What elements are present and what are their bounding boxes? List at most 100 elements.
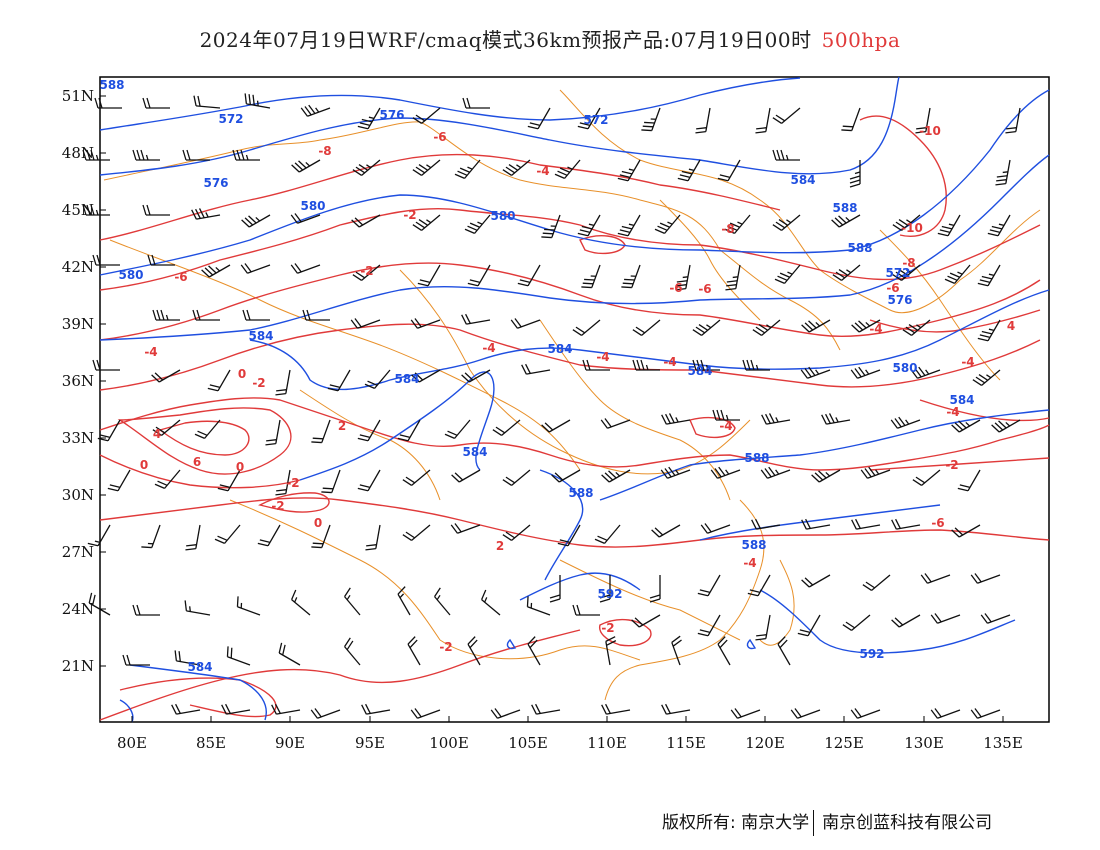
wind-barb xyxy=(236,596,261,616)
wind-barb xyxy=(278,642,301,666)
wind-barb xyxy=(357,469,381,492)
height-contour-label: 588 xyxy=(741,538,766,552)
latitude-axis: 51N 48N 45N 42N 39N 36N 33N 30N 27N 24N 21N xyxy=(62,87,106,675)
wind-barb xyxy=(461,313,491,325)
temperature-contour-label: -8 xyxy=(902,256,915,270)
wind-barb xyxy=(724,214,751,234)
temperature-contour xyxy=(119,677,277,718)
wind-barb xyxy=(226,646,251,666)
wind-barb xyxy=(97,419,121,442)
wind-barb xyxy=(402,469,431,486)
wind-barb xyxy=(671,635,682,666)
temperature-contour-label: 2 xyxy=(338,419,346,433)
wind-barb xyxy=(632,319,661,336)
temperature-contour xyxy=(99,397,1050,471)
height-contour-label: 576 xyxy=(887,293,912,307)
wind-barb xyxy=(365,524,381,551)
temperature-contour-label: -2 xyxy=(601,621,614,635)
wind-barb xyxy=(174,650,201,666)
wind-barb xyxy=(777,636,791,666)
wind-barb xyxy=(717,636,731,666)
wind-barb xyxy=(772,214,801,231)
wind-barb xyxy=(660,466,691,479)
wind-barb xyxy=(977,264,1001,287)
height-contour xyxy=(119,699,134,723)
wind-barb xyxy=(654,214,681,234)
footer-left: 版权所有: 南京大学 xyxy=(662,813,810,833)
wind-barb xyxy=(712,409,740,421)
wind-barb xyxy=(572,604,600,616)
temperature-contour-label: -4 xyxy=(946,405,959,419)
wind-barb xyxy=(849,160,861,188)
wind-barb xyxy=(242,309,270,321)
height-contour-label: 584 xyxy=(394,372,419,386)
temperature-contour-label: -2 xyxy=(252,376,265,390)
wind-barb xyxy=(410,708,441,719)
boundary-line xyxy=(759,559,795,646)
temperature-contour xyxy=(99,153,781,241)
longitude-tick-label: 125E xyxy=(824,734,864,752)
height-contour-label: 588 xyxy=(847,241,872,255)
height-contour xyxy=(506,638,517,650)
map-title: 2024年07月19日WRF/cmaq模式36km预报产品:07月19日00时 5… xyxy=(0,24,1100,53)
wind-barb xyxy=(541,214,561,239)
wind-barb xyxy=(517,264,541,287)
wind-barb xyxy=(710,466,741,479)
wind-barb xyxy=(725,264,741,291)
temperature-contour-label: -4 xyxy=(869,322,882,336)
temperature-contour xyxy=(859,115,947,237)
height-contour-label: 588 xyxy=(568,486,593,500)
wind-barb xyxy=(801,574,831,588)
wind-barb xyxy=(364,369,391,389)
wind-barb xyxy=(321,469,341,494)
wind-barb xyxy=(742,359,770,371)
wind-barb xyxy=(641,107,661,132)
temperature-contour-label: 4 xyxy=(1007,319,1015,333)
wind-barb xyxy=(221,703,251,715)
wind-barb xyxy=(275,469,291,496)
temperature-contour xyxy=(869,457,1050,471)
wind-barb xyxy=(201,264,231,278)
wind-barb xyxy=(410,318,441,329)
footer-separator xyxy=(813,810,815,836)
height-contour xyxy=(129,664,267,721)
height-contour-label: 584 xyxy=(248,329,273,343)
temperature-contour-label: 0 xyxy=(140,458,148,472)
height-contour-label: 584 xyxy=(187,660,212,674)
temperature-contour-label: -2 xyxy=(945,458,958,472)
temperature-contour-label: -6 xyxy=(886,281,899,295)
height-contours-layer xyxy=(99,76,1050,723)
wind-barb xyxy=(851,319,881,333)
wind-barb xyxy=(526,596,551,616)
wind-barb xyxy=(490,708,521,719)
wind-barb xyxy=(832,264,861,281)
wind-barb xyxy=(951,419,981,433)
wind-barb xyxy=(811,469,841,483)
boundary-line xyxy=(103,121,841,351)
latitude-tick-label: 51N xyxy=(62,87,94,105)
wind-barb xyxy=(902,319,931,336)
wind-barb xyxy=(510,318,541,329)
wind-barb xyxy=(217,469,241,492)
temperature-contour-label: -4 xyxy=(719,419,732,433)
latitude-tick-label: 33N xyxy=(62,429,94,447)
height-contour-label: 572 xyxy=(218,112,243,126)
temperature-contour-label: 0 xyxy=(236,460,244,474)
height-contour xyxy=(519,572,641,601)
wind-barb xyxy=(549,575,561,603)
wind-barb xyxy=(862,574,891,591)
wind-barb xyxy=(600,418,631,429)
height-contour xyxy=(249,289,1050,391)
wind-barb xyxy=(467,264,491,287)
temperature-contour xyxy=(99,262,1041,341)
copyright-footer: 版权所有: 南京大学 南京创蓝科技有限公司 xyxy=(662,808,992,836)
wind-barb xyxy=(697,574,721,597)
wind-barb xyxy=(194,419,221,439)
wind-barb xyxy=(801,319,831,333)
temperature-contour-label: -6 xyxy=(174,270,187,284)
temperature-contour-label: -2 xyxy=(403,208,416,222)
temperature-contour-label: -4 xyxy=(482,341,495,355)
wind-barb xyxy=(107,469,131,492)
wind-barb xyxy=(977,319,1001,342)
wind-barb xyxy=(601,703,631,715)
